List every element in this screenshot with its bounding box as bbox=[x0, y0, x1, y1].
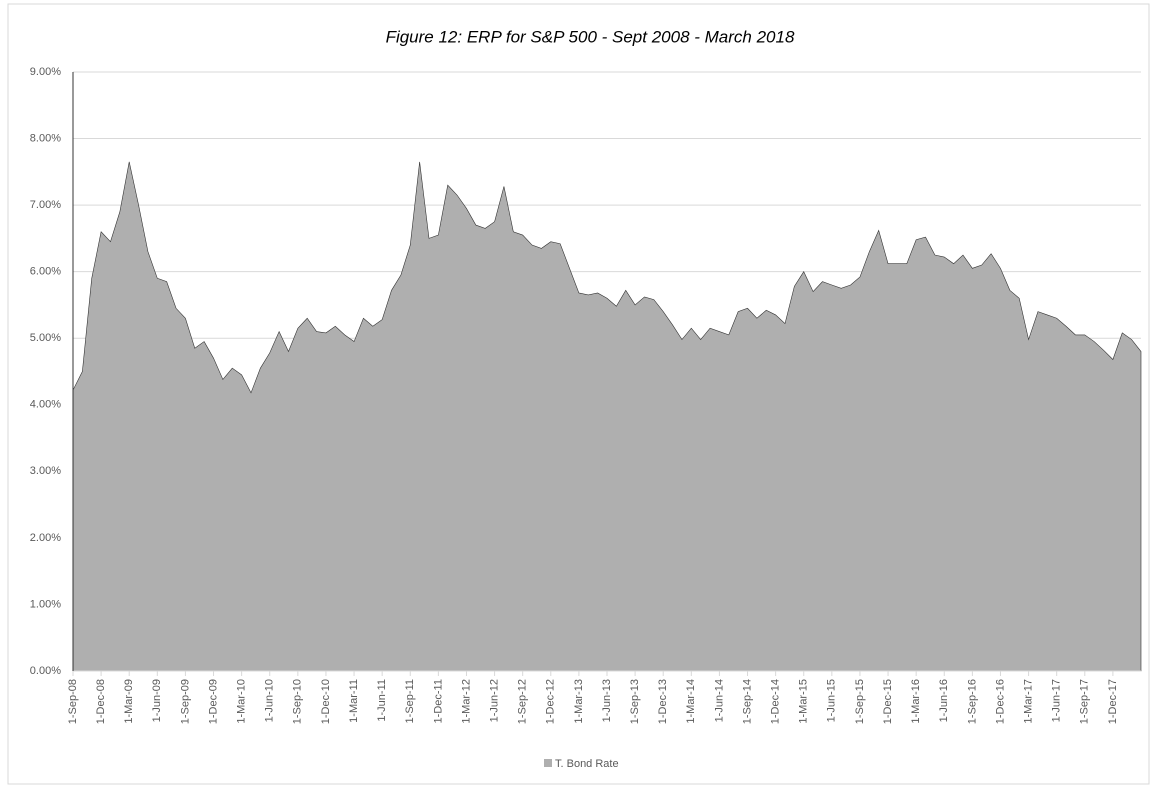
y-tick-label: 4.00% bbox=[30, 399, 61, 411]
x-tick-label: 1-Sep-15 bbox=[854, 679, 866, 724]
y-tick-label: 9.00% bbox=[30, 66, 61, 78]
x-tick-label: 1-Dec-10 bbox=[320, 679, 332, 724]
x-tick-label: 1-Dec-17 bbox=[1107, 679, 1119, 724]
x-tick-label: 1-Sep-12 bbox=[517, 679, 529, 724]
x-tick-label: 1-Mar-11 bbox=[348, 679, 360, 723]
y-tick-label: 5.00% bbox=[30, 332, 61, 344]
x-tick-label: 1-Dec-09 bbox=[207, 679, 219, 724]
y-tick-label: 1.00% bbox=[30, 598, 61, 610]
x-tick-label: 1-Sep-09 bbox=[179, 679, 191, 724]
x-tick-label: 1-Jun-15 bbox=[826, 679, 838, 722]
legend-label: T. Bond Rate bbox=[555, 758, 619, 770]
y-tick-label: 6.00% bbox=[30, 266, 61, 278]
x-tick-label: 1-Jun-09 bbox=[151, 679, 163, 722]
y-tick-label: 3.00% bbox=[30, 465, 61, 477]
chart-title: Figure 12: ERP for S&P 500 - Sept 2008 -… bbox=[386, 27, 795, 46]
x-tick-label: 1-Dec-12 bbox=[545, 679, 557, 724]
x-tick-label: 1-Mar-15 bbox=[798, 679, 810, 724]
x-tick-label: 1-Sep-16 bbox=[966, 679, 978, 724]
y-tick-label: 8.00% bbox=[30, 132, 61, 144]
x-tick-label: 1-Dec-11 bbox=[432, 679, 444, 723]
x-tick-label: 1-Jun-16 bbox=[938, 679, 950, 722]
x-tick-label: 1-Mar-12 bbox=[460, 679, 472, 724]
x-tick-label: 1-Dec-15 bbox=[882, 679, 894, 724]
x-tick-label: 1-Jun-17 bbox=[1051, 679, 1063, 722]
y-tick-label: 7.00% bbox=[30, 199, 61, 211]
x-tick-label: 1-Mar-09 bbox=[123, 679, 135, 724]
x-tick-label: 1-Mar-14 bbox=[685, 679, 697, 724]
legend-swatch bbox=[544, 759, 552, 767]
x-tick-label: 1-Mar-10 bbox=[236, 679, 248, 724]
x-tick-label: 1-Dec-13 bbox=[657, 679, 669, 724]
x-tick-label: 1-Dec-16 bbox=[994, 679, 1006, 724]
x-tick-label: 1-Mar-16 bbox=[910, 679, 922, 724]
x-tick-label: 1-Sep-11 bbox=[404, 679, 416, 723]
x-tick-label: 1-Jun-11 bbox=[376, 679, 388, 722]
x-tick-label: 1-Sep-08 bbox=[67, 679, 79, 724]
y-tick-label: 2.00% bbox=[30, 532, 61, 544]
x-tick-label: 1-Mar-17 bbox=[1022, 679, 1034, 724]
x-tick-label: 1-Sep-17 bbox=[1079, 679, 1091, 724]
x-tick-label: 1-Dec-08 bbox=[95, 679, 107, 724]
x-tick-label: 1-Sep-14 bbox=[741, 679, 753, 724]
x-tick-label: 1-Jun-10 bbox=[264, 679, 276, 722]
y-tick-label: 0.00% bbox=[30, 665, 61, 677]
x-tick-label: 1-Sep-13 bbox=[629, 679, 641, 724]
x-tick-label: 1-Jun-12 bbox=[488, 679, 500, 722]
x-tick-label: 1-Jun-13 bbox=[601, 679, 613, 722]
x-tick-label: 1-Dec-14 bbox=[770, 679, 782, 724]
area bbox=[72, 161, 1142, 672]
x-tick-label: 1-Jun-14 bbox=[713, 679, 725, 722]
x-tick-label: 1-Mar-13 bbox=[573, 679, 585, 724]
x-tick-label: 1-Sep-10 bbox=[292, 679, 304, 724]
